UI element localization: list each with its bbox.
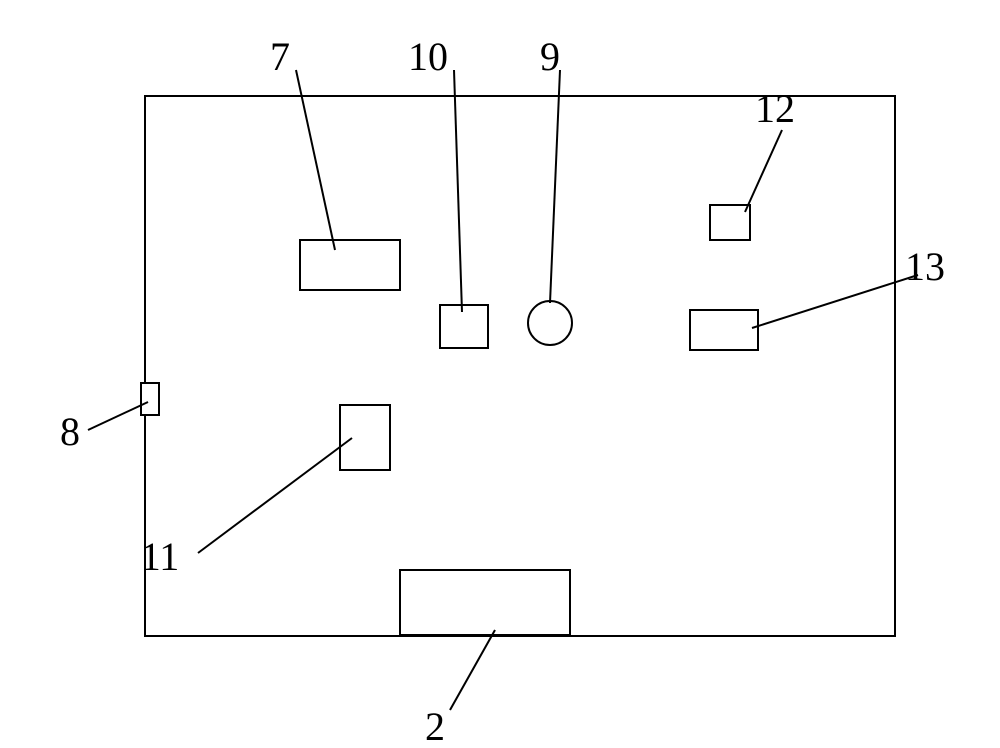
label-12: 12	[755, 86, 795, 131]
label-9: 9	[540, 34, 560, 79]
leader-5	[88, 402, 148, 430]
node-7	[300, 240, 400, 290]
node-10	[440, 305, 488, 348]
label-2: 2	[425, 704, 445, 748]
leader-7	[450, 630, 495, 710]
node-13	[690, 310, 758, 350]
label-7: 7	[270, 34, 290, 79]
node-2	[400, 570, 570, 635]
diagram-canvas: 7 10 9 12 13 8 11 2	[0, 0, 1000, 748]
node-9	[528, 301, 572, 345]
node-12	[710, 205, 750, 240]
node-11	[340, 405, 390, 470]
outer-frame	[145, 96, 895, 636]
node-8	[141, 383, 159, 415]
label-13: 13	[905, 244, 945, 289]
label-11: 11	[141, 534, 180, 579]
label-10: 10	[408, 34, 448, 79]
label-8: 8	[60, 409, 80, 454]
